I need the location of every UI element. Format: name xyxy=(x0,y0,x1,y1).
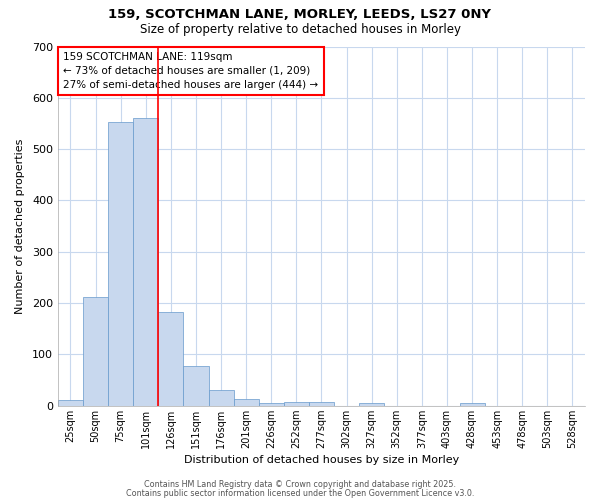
Text: Size of property relative to detached houses in Morley: Size of property relative to detached ho… xyxy=(139,22,461,36)
Bar xyxy=(209,390,233,406)
Bar xyxy=(309,402,334,406)
Text: Contains public sector information licensed under the Open Government Licence v3: Contains public sector information licen… xyxy=(126,488,474,498)
Bar xyxy=(359,403,384,406)
Text: 159, SCOTCHMAN LANE, MORLEY, LEEDS, LS27 0NY: 159, SCOTCHMAN LANE, MORLEY, LEEDS, LS27… xyxy=(109,8,491,20)
Bar xyxy=(158,312,184,406)
X-axis label: Distribution of detached houses by size in Morley: Distribution of detached houses by size … xyxy=(184,455,459,465)
Bar xyxy=(259,403,284,406)
Text: Contains HM Land Registry data © Crown copyright and database right 2025.: Contains HM Land Registry data © Crown c… xyxy=(144,480,456,489)
Bar xyxy=(184,366,209,406)
Bar xyxy=(108,122,133,406)
Bar xyxy=(233,399,259,406)
Bar xyxy=(58,400,83,406)
Bar xyxy=(460,403,485,406)
Bar xyxy=(133,118,158,406)
Y-axis label: Number of detached properties: Number of detached properties xyxy=(15,138,25,314)
Bar xyxy=(284,402,309,406)
Bar xyxy=(83,297,108,406)
Text: 159 SCOTCHMAN LANE: 119sqm
← 73% of detached houses are smaller (1, 209)
27% of : 159 SCOTCHMAN LANE: 119sqm ← 73% of deta… xyxy=(63,52,319,90)
